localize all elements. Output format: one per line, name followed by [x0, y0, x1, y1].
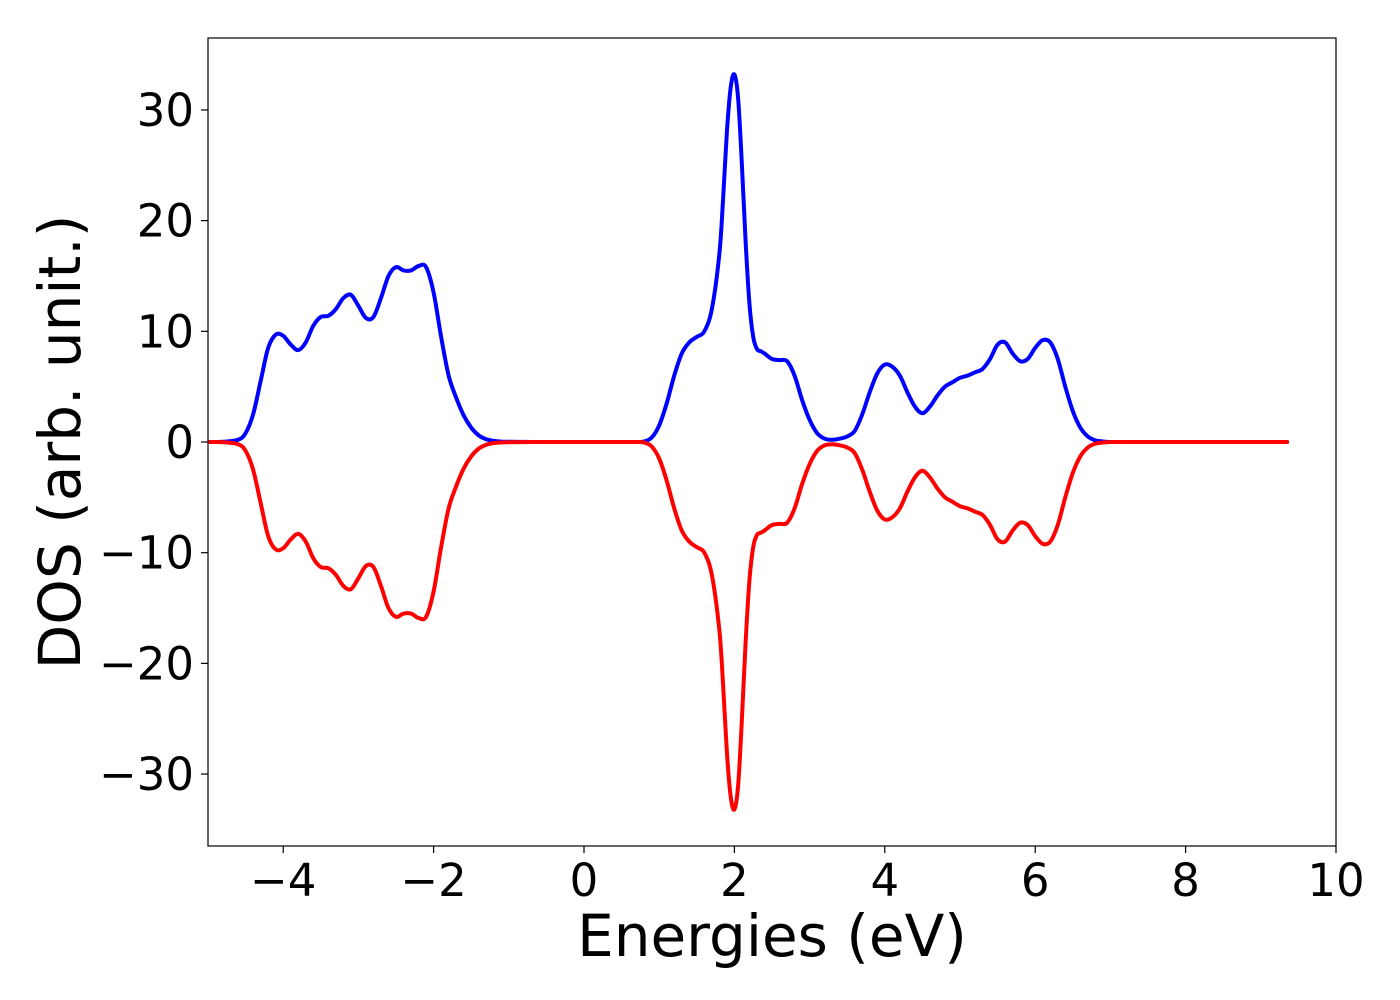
y-tick-label: 20 [137, 195, 194, 248]
x-tick-label: 4 [870, 854, 899, 907]
y-tick-label: 0 [165, 416, 194, 469]
x-tick-label: 6 [1021, 854, 1050, 907]
y-tick-label: −20 [99, 637, 194, 690]
y-tick-label: 30 [137, 84, 194, 137]
y-tick-label: −10 [99, 527, 194, 580]
y-tick-label: 10 [137, 305, 194, 358]
x-axis-ticks: −4 −2 0 2 4 6 8 10 [250, 846, 1365, 907]
x-tick-label: 2 [720, 854, 749, 907]
x-tick-label: −2 [400, 854, 466, 907]
x-tick-label: 0 [570, 854, 599, 907]
y-axis-label: DOS (arb. unit.) [26, 215, 94, 670]
x-tick-label: 10 [1307, 854, 1364, 907]
x-tick-label: −4 [250, 854, 316, 907]
y-axis-ticks: 30 20 10 0 −10 −20 −30 [99, 84, 208, 801]
y-tick-label: −30 [99, 748, 194, 801]
series-line-2 [208, 439, 1290, 812]
series-layer [208, 72, 1290, 812]
x-axis-label: Energies (eV) [577, 902, 967, 970]
series-line-1 [208, 72, 1290, 445]
x-tick-label: 8 [1171, 854, 1200, 907]
